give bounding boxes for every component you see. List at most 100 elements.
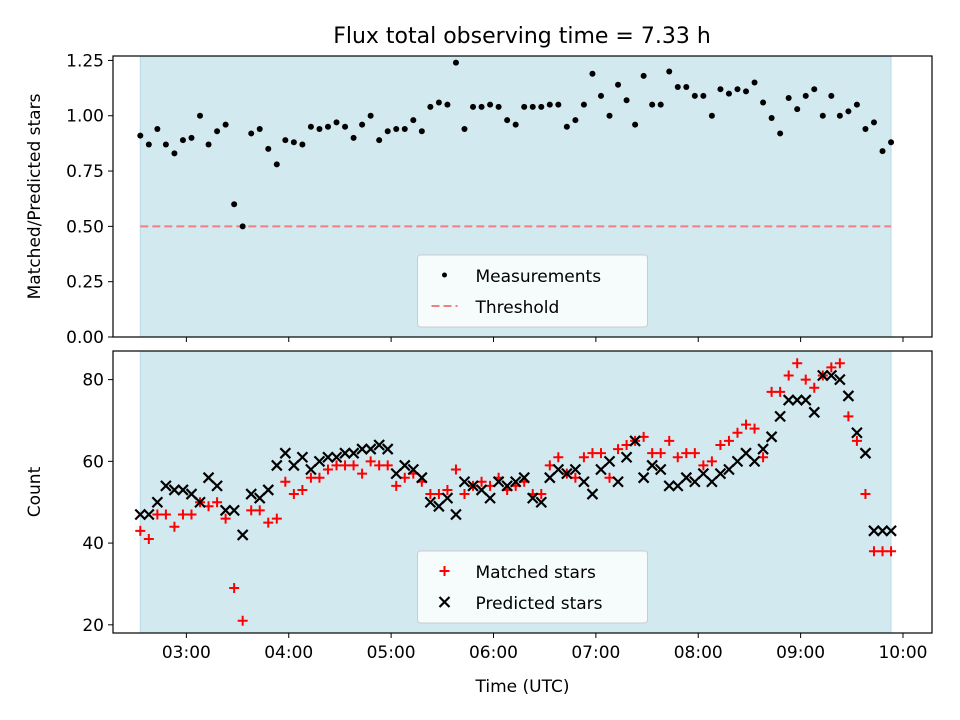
data-point [615, 81, 622, 88]
data-point [350, 134, 357, 141]
data-point [340, 460, 351, 471]
data-point [452, 59, 459, 66]
data-point [535, 496, 548, 508]
data-point [212, 497, 223, 508]
data-point [205, 141, 212, 148]
data-point [791, 394, 803, 406]
data-point [393, 126, 400, 133]
data-point [433, 500, 445, 513]
data-point [529, 103, 536, 110]
data-point [578, 476, 590, 488]
data-point [239, 223, 246, 230]
data-point [322, 451, 334, 464]
data-point [427, 103, 434, 110]
data-point [407, 463, 420, 476]
data-point [862, 126, 869, 133]
data-point [331, 460, 342, 471]
count-panel: 03:00 04:00 05:00 06:00 07:00 08:00 09:00 10:00… [25, 350, 933, 697]
data-point [860, 489, 871, 500]
data-point [706, 476, 718, 488]
data-point [632, 121, 639, 128]
data-point [748, 455, 761, 468]
data-point [689, 476, 701, 488]
y-tick-label: 1.00 [66, 107, 104, 127]
data-point [450, 508, 462, 521]
data-point [834, 358, 845, 369]
data-point [674, 83, 681, 90]
legend-label: Predicted stars [476, 594, 603, 614]
data-point [623, 97, 630, 104]
data-point [237, 615, 248, 626]
data-point [700, 92, 707, 99]
data-point [357, 468, 368, 479]
x-tick-label: 06:00 [469, 643, 518, 663]
data-point [782, 394, 795, 406]
data-point [314, 472, 325, 483]
data-point [809, 382, 820, 393]
data-point [723, 435, 734, 446]
data-point [853, 101, 860, 108]
data-point [757, 443, 769, 455]
data-point [569, 463, 582, 476]
data-point [774, 410, 786, 423]
data-point [365, 456, 376, 467]
data-point [826, 362, 837, 373]
data-point [185, 488, 198, 500]
data-point [589, 70, 596, 77]
data-point [578, 452, 589, 463]
legend-swatch [442, 272, 447, 278]
data-point [504, 117, 511, 124]
data-point [836, 112, 843, 119]
data-point [794, 106, 801, 113]
data-point [313, 455, 326, 468]
y-axis-label: Matched/Predicted stars [25, 93, 45, 299]
data-point [188, 134, 195, 141]
data-point [518, 471, 530, 484]
data-point [160, 480, 172, 492]
data-point [552, 463, 565, 476]
data-point [265, 145, 272, 152]
data-point [698, 460, 709, 471]
y-tick-label: 0.25 [66, 273, 104, 293]
data-point [766, 386, 777, 397]
data-point [376, 137, 383, 144]
data-point [845, 108, 852, 115]
data-point [714, 467, 727, 480]
data-point [305, 463, 317, 476]
data-point [467, 480, 479, 492]
data-point [663, 480, 676, 492]
data-point [262, 484, 275, 496]
legend-label: Matched stars [476, 563, 596, 583]
data-point [606, 112, 613, 119]
data-point [322, 464, 333, 475]
data-point [725, 90, 732, 97]
data-point [580, 101, 587, 108]
data-point [843, 411, 854, 422]
data-point [749, 423, 760, 434]
data-point [553, 452, 564, 463]
data-point [612, 476, 624, 488]
data-point [572, 117, 579, 124]
data-point [359, 121, 366, 128]
data-point [587, 448, 598, 459]
data-point [282, 137, 289, 144]
data-point [297, 484, 308, 495]
legend-swatch [438, 596, 451, 608]
data-point [220, 513, 231, 524]
x-tick-label: 07:00 [571, 643, 620, 663]
data-point [760, 99, 767, 106]
data-point [783, 370, 794, 381]
data-point [424, 496, 437, 508]
data-point [740, 447, 752, 459]
data-point [222, 121, 229, 128]
data-point [418, 128, 425, 135]
legend-box [417, 550, 648, 624]
data-point [305, 472, 316, 483]
legend-box [417, 254, 648, 328]
data-point [868, 546, 879, 557]
data-point [888, 139, 895, 146]
y-tick-label: 80 [82, 371, 104, 391]
data-point [495, 103, 502, 110]
y-tick-label: 0.75 [66, 162, 104, 182]
data-point [444, 101, 451, 108]
